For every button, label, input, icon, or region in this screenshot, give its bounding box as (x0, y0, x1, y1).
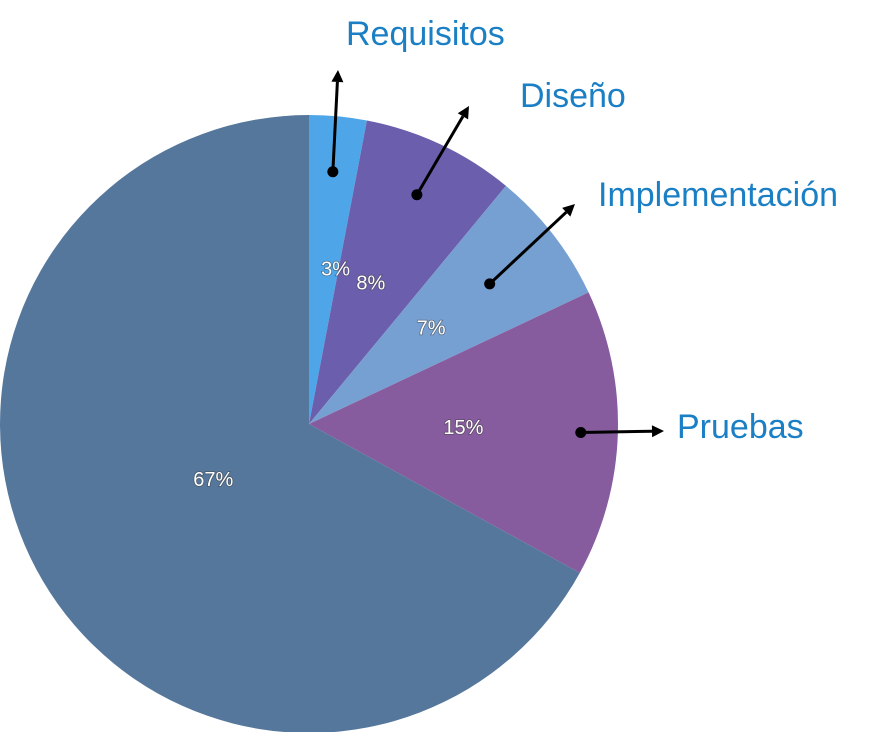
callout-line (331, 81, 339, 172)
arrow-head-icon (457, 106, 469, 120)
callout-requisitos: Requisitos (327, 15, 505, 178)
category-label: Diseño (520, 77, 626, 115)
arrow-head-icon (331, 70, 344, 83)
slice-unlabeled (0, 115, 580, 732)
callout-line (488, 211, 568, 285)
percent-label: 7% (417, 318, 446, 340)
percent-labels-layer: 3% 8% 7% 15% 67% (192, 258, 484, 492)
slice-diseno (309, 120, 506, 424)
slice-requisitos (309, 115, 367, 424)
callout-diseno: Diseño (411, 77, 626, 201)
slice-pruebas (309, 292, 618, 573)
callout-implementacion: Implementación (484, 176, 838, 290)
callout-line (415, 115, 465, 196)
callout-pruebas: Pruebas (575, 408, 804, 446)
arrow-head-icon (651, 425, 664, 438)
slices-layer (0, 115, 618, 732)
slice-implementacion (309, 185, 589, 424)
callout-line (580, 429, 653, 435)
percent-label: 8% (356, 272, 385, 294)
callouts-layer: Requisitos Diseño Implementación Pruebas (327, 15, 838, 446)
percent-label: 67% (193, 469, 233, 491)
arrow-head-icon (562, 204, 575, 217)
category-label: Requisitos (346, 15, 505, 53)
category-label: Implementación (598, 176, 838, 214)
percent-label: 15% (443, 417, 483, 439)
percent-label: 3% (321, 258, 350, 280)
category-label: Pruebas (677, 408, 804, 446)
